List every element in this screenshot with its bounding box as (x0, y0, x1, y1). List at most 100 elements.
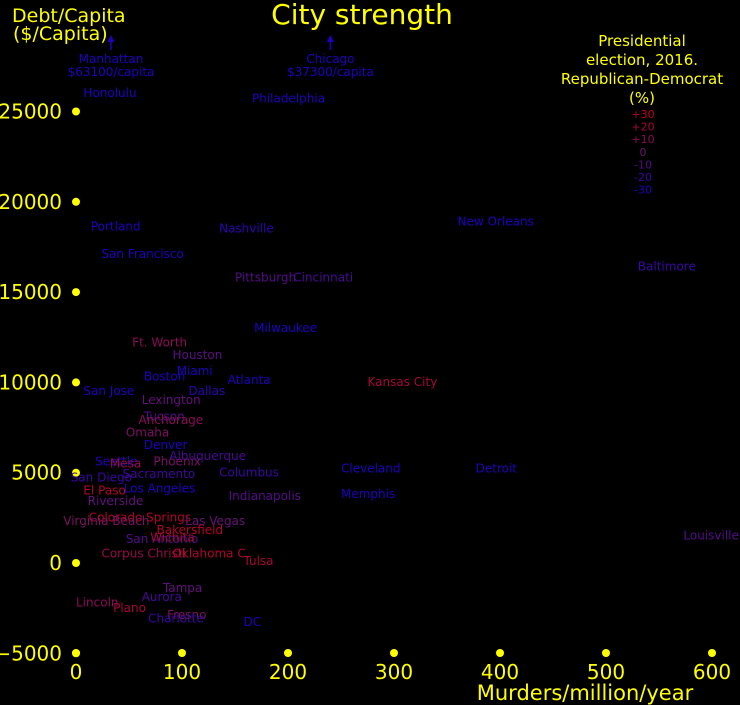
offchart-arrowhead-0 (107, 35, 115, 42)
y-tick-dot-3 (72, 378, 80, 387)
y-tick-label-2: 5000 (11, 461, 62, 485)
city-label-27: Columbus (219, 465, 279, 479)
x-tick-dot-6 (708, 649, 716, 657)
x-tick-label-3: 300 (375, 660, 413, 684)
offchart-name-1: Chicago (306, 52, 354, 66)
y-tick-dot-6 (72, 107, 80, 116)
legend-title-line-1: Presidential (598, 32, 686, 50)
city-label-33: El Paso (83, 483, 125, 497)
x-tick-label-6: 600 (693, 660, 731, 684)
x-tick-dot-5 (602, 649, 610, 657)
city-label-17: Kansas City (368, 375, 438, 389)
city-label-26: Mesa (110, 456, 141, 470)
legend-entry-2: +10 (631, 133, 654, 146)
city-label-40: Bakersfield (157, 523, 224, 537)
x-tick-label-4: 400 (481, 660, 519, 684)
y-tick-label-5: 20000 (0, 190, 62, 214)
offchart-arrowhead-1 (326, 35, 334, 42)
legend-entry-0: +30 (631, 108, 654, 121)
city-label-51: Fresno (167, 608, 206, 622)
city-label-8: Baltimore (638, 259, 696, 273)
city-label-44: Corpus Christi (101, 547, 186, 561)
city-label-45: Oklahoma C. (172, 547, 249, 561)
legend-entry-6: -30 (634, 184, 652, 197)
city-label-38: Virginia Beach (63, 514, 149, 528)
city-label-24: Phoenix (153, 454, 201, 468)
y-tick-label-4: 15000 (0, 280, 62, 304)
city-label-29: Detroit (476, 462, 518, 476)
city-label-6: Pittsburgh (235, 270, 296, 284)
city-label-16: Dallas (188, 384, 225, 398)
city-label-43: Louisville (683, 529, 739, 543)
city-label-21: Omaha (126, 426, 169, 440)
y-tick-dot-4 (72, 288, 80, 297)
city-label-31: San Diego (71, 471, 132, 485)
x-tick-label-2: 200 (269, 660, 307, 684)
data-points: Honolulu Philadelphia Portland Nashville New… (63, 86, 739, 629)
x-tick-label-1: 100 (163, 660, 201, 684)
city-label-50: Plano (113, 601, 146, 615)
x-tick-dot-3 (390, 649, 398, 657)
city-label-12: Miami (177, 364, 213, 378)
offchart-name-0: Manhattan (79, 52, 144, 66)
legend-entry-1: +20 (631, 121, 654, 134)
city-label-46: Tulsa (242, 554, 273, 568)
city-label-30: Sacramento (123, 467, 196, 481)
city-label-11: Houston (172, 348, 222, 362)
city-label-41: San Antonio (126, 532, 199, 546)
city-label-52: Charlotte (148, 612, 204, 626)
x-tick-dot-1 (178, 649, 186, 657)
city-label-25: Seattle (95, 454, 137, 468)
legend-entry-3: 0 (640, 146, 647, 159)
legend-title-line-2: election, 2016. (586, 51, 698, 69)
x-tick-label-5: 500 (587, 660, 625, 684)
city-label-9: Milwaukee (254, 321, 317, 335)
city-label-34: Indianapolis (229, 489, 301, 503)
city-label-14: Atlanta (228, 373, 271, 387)
city-label-18: Lexington (142, 393, 201, 407)
city-label-5: San Francisco (101, 247, 183, 261)
city-label-28: Cleveland (341, 462, 401, 476)
y-tick-dot-1 (72, 559, 80, 567)
city-label-53: DC (243, 615, 261, 629)
legend-title-line-4: (%) (629, 89, 655, 107)
legend-title-line-3: Republican-Democrat (561, 70, 723, 88)
offchart-markers: Manhattan$63100/capita Chicago$37300/capi… (68, 35, 374, 79)
city-label-20: Anchorage (139, 413, 204, 427)
y-tick-dot-2 (72, 468, 80, 477)
city-label-48: Aurora (142, 590, 182, 604)
city-label-3: Nashville (219, 222, 274, 236)
offchart-note-0: $63100/capita (68, 65, 155, 79)
city-label-36: Riverside (88, 494, 144, 508)
x-tick-label-0: 0 (70, 660, 83, 684)
city-label-32: Los Angeles (124, 482, 196, 496)
city-label-49: Lincoln (76, 595, 119, 609)
offchart-note-1: $37300/capita (287, 65, 374, 79)
legend-entry-5: -20 (634, 171, 652, 184)
y-tick-label-3: 10000 (0, 370, 62, 394)
city-label-19: Tucson (143, 409, 185, 423)
y-tick-label-6: 25000 (0, 100, 62, 124)
y-tick-label-0: −5000 (0, 641, 62, 665)
city-label-0: Honolulu (83, 86, 136, 100)
city-label-35: Memphis (341, 487, 395, 501)
city-label-10: Ft. Worth (132, 335, 187, 349)
city-label-42: Wichita (150, 530, 195, 544)
city-label-47: Tampa (162, 581, 202, 595)
city-label-39: Las Vegas (185, 514, 245, 528)
chart-title: City strength (271, 0, 453, 31)
city-label-13: Boston (144, 370, 185, 384)
city-label-15: San Jose (83, 384, 134, 398)
legend-entry-4: -10 (634, 158, 652, 171)
city-label-7: Cincinnati (293, 270, 353, 284)
city-label-1: Philadelphia (252, 91, 325, 105)
axes: 0 100 200 300 400 500 600 −5000 0 5000 10000 15000 2… (0, 100, 731, 685)
x-tick-dot-2 (284, 649, 292, 657)
legend: Presidential election, 2016. Republican-… (561, 32, 723, 197)
y-tick-label-1: 0 (49, 551, 62, 575)
y-tick-dot-0 (72, 649, 80, 658)
city-label-37: Colorado Springs (89, 510, 191, 524)
y-tick-dot-5 (72, 197, 80, 206)
city-label-22: Denver (144, 438, 188, 452)
